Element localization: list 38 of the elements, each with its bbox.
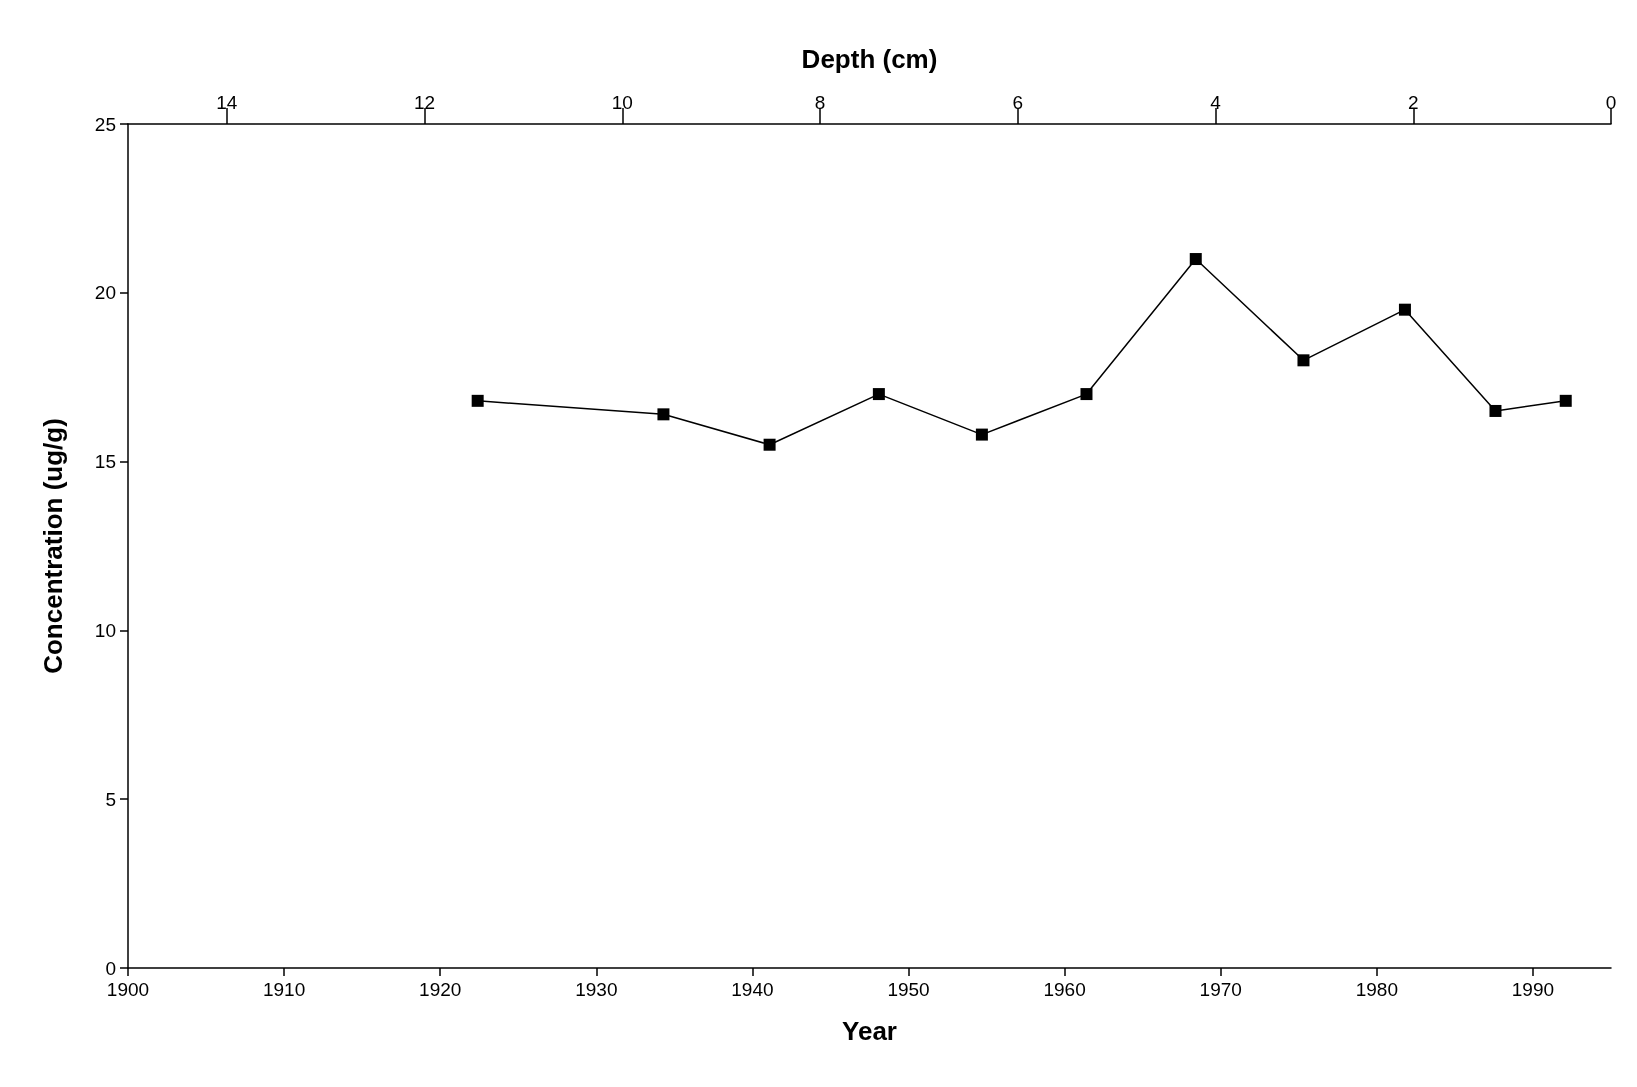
point [1398,303,1411,316]
x2-tick-label: 14 [216,92,238,113]
x-tick-label: 1950 [887,979,930,1000]
point [1189,253,1202,266]
y-tick-label: 5 [105,788,116,810]
point [1080,388,1093,401]
x2-tick-label: 12 [414,92,436,113]
point [872,388,885,401]
point [1297,354,1310,367]
point [657,408,670,421]
point [763,438,776,451]
y-axis-title: Concentration (ug/g) [38,418,68,674]
point [975,428,988,441]
x2-axis-title: Depth (cm) [801,44,938,74]
y-tick-label: 10 [94,619,116,641]
x-tick-label: 1970 [1199,979,1242,1000]
x2-tick-label: 0 [1605,92,1617,113]
x-tick-label: 1920 [419,979,462,1000]
point [1559,394,1572,407]
x-tick-label: 1940 [731,979,774,1000]
point [1489,404,1502,417]
y-tick-label: 0 [105,957,116,979]
y-tick-label: 25 [94,113,116,135]
y-tick-label: 15 [94,451,116,473]
x-tick-label: 1960 [1043,979,1086,1000]
x-tick-label: 1990 [1511,979,1555,1000]
x2-tick-label: 2 [1407,92,1419,113]
x-tick-label: 1980 [1355,979,1398,1000]
x2-tick-label: 10 [611,92,633,113]
x-tick-label: 1910 [262,979,306,1000]
x-axis-title: Year [842,1016,897,1046]
y-tick-label: 20 [94,282,116,304]
x-tick-label: 1900 [106,979,150,1000]
x-tick-label: 1930 [575,979,618,1000]
x2-tick-label: 4 [1210,92,1222,113]
x2-tick-label: 8 [814,92,826,113]
point [471,394,484,407]
x2-tick-label: 6 [1012,92,1024,113]
